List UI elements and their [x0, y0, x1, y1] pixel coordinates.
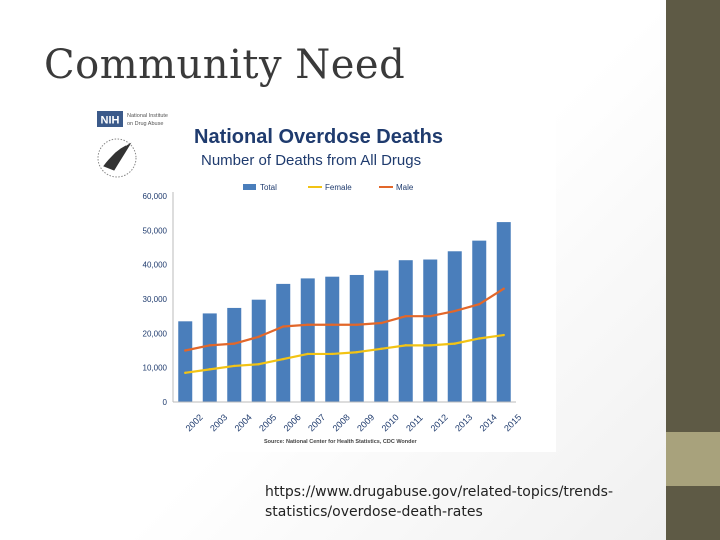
x-tick-label: 2009 [355, 412, 376, 433]
total-bar-2012 [423, 259, 438, 402]
legend-label-male: Male [396, 183, 414, 192]
total-bar-2006 [276, 283, 291, 402]
nih-badge-bg [97, 111, 123, 127]
overdose-chart-figure: NIH National Institute on Drug Abuse Nat… [90, 100, 556, 452]
male-point-2008 [331, 323, 334, 326]
x-tick-label: 2011 [404, 413, 425, 434]
x-axis: 2002 2003 2004 2005 2006 2007 2008 2009 2010 2011… [173, 401, 523, 434]
male-point-2007 [306, 323, 309, 326]
male-point-2005 [257, 335, 260, 338]
y-tick-label: 50,000 [143, 226, 168, 235]
side-bar-accent [666, 432, 720, 486]
y-axis: 0 10,000 20,000 30,000 40,000 50,000 60,000 [143, 192, 174, 407]
overdose-chart: NIH National Institute on Drug Abuse Nat… [97, 111, 523, 445]
y-tick-label: 30,000 [143, 295, 168, 304]
x-tick-label: 2014 [478, 412, 499, 433]
total-bar-2003 [202, 313, 217, 402]
legend-label-female: Female [325, 183, 352, 192]
chart-title: National Overdose Deaths [194, 126, 443, 148]
x-tick-label: 2006 [282, 412, 303, 433]
male-point-2010 [380, 321, 383, 325]
nih-logo: NIH National Institute on Drug Abuse [97, 111, 168, 127]
female-point-2015 [502, 333, 505, 337]
total-bar-2013 [447, 251, 462, 402]
y-tick-label: 10,000 [143, 364, 168, 373]
series-lines [184, 287, 505, 375]
female-point-2004 [233, 364, 236, 368]
female-point-2011 [404, 344, 407, 347]
female-point-2014 [478, 337, 481, 340]
male-point-2002 [184, 349, 187, 352]
source-url-line-2: statistics/overdose-death-rates [265, 504, 483, 520]
y-tick-label: 60,000 [143, 192, 168, 201]
x-tick-label: 2007 [306, 412, 327, 433]
y-tick-label: 40,000 [143, 261, 168, 270]
male-point-2014 [478, 302, 481, 306]
x-tick-label: 2012 [429, 412, 450, 433]
female-point-2003 [208, 368, 211, 371]
female-point-2005 [257, 363, 260, 366]
legend-label-total: Total [260, 183, 277, 192]
side-bar-bottom [666, 486, 720, 540]
male-series-line [185, 287, 505, 352]
male-point-2011 [404, 314, 407, 318]
total-bar-2005 [251, 299, 266, 402]
nih-logo-text-1: National Institute [127, 113, 168, 119]
y-tick-label: 0 [163, 398, 168, 407]
total-bar-2009 [349, 274, 364, 402]
slide-title: Community Need [44, 42, 406, 88]
female-point-2013 [453, 342, 456, 345]
female-point-2010 [380, 347, 383, 350]
female-point-2006 [282, 357, 285, 361]
x-tick-label: 2015 [502, 412, 523, 433]
female-point-2008 [331, 352, 334, 356]
x-tick-label: 2010 [380, 412, 401, 433]
y-tick-label: 20,000 [143, 329, 168, 338]
total-bar-2008 [325, 276, 340, 402]
chart-legend: Total Female Male [243, 183, 414, 192]
total-bar-2011 [398, 260, 413, 402]
source-url: https://www.drugabuse.gov/related-topics… [265, 482, 655, 522]
chart-subtitle: Number of Deaths from All Drugs [201, 152, 421, 169]
total-bar-2007 [300, 278, 315, 402]
female-point-2007 [306, 352, 309, 356]
x-tick-label: 2005 [257, 412, 278, 433]
male-point-2009 [355, 323, 358, 326]
legend-swatch-total [243, 184, 256, 190]
male-point-2013 [453, 309, 456, 313]
side-bar-top [666, 0, 720, 432]
female-series-line [185, 333, 504, 374]
total-bar-2015 [496, 222, 511, 402]
x-tick-label: 2008 [331, 412, 352, 433]
male-point-2004 [233, 342, 236, 345]
female-point-2009 [355, 351, 358, 354]
x-tick-label: 2013 [453, 412, 474, 433]
male-point-2006 [282, 325, 285, 328]
chart-source: Source: National Center for Health Stati… [264, 439, 418, 445]
side-decoration-bar [666, 0, 720, 540]
total-bar-2004 [227, 307, 242, 402]
hhs-eagle-seal-icon [97, 138, 137, 178]
x-tick-label: 2003 [208, 412, 229, 433]
nih-badge-text: NIH [101, 115, 120, 127]
female-point-2002 [184, 371, 187, 375]
nih-logo-text-2: on Drug Abuse [127, 121, 163, 127]
x-tick-label: 2004 [233, 412, 254, 433]
total-bars [178, 222, 511, 402]
total-bar-2014 [472, 240, 487, 402]
male-point-2003 [208, 344, 211, 347]
total-bar-2002 [178, 321, 193, 402]
total-bar-2010 [374, 270, 389, 402]
male-point-2012 [429, 314, 432, 318]
female-point-2012 [429, 344, 432, 347]
male-point-2015 [502, 287, 505, 290]
source-url-line-1: https://www.drugabuse.gov/related-topics… [265, 484, 614, 500]
x-tick-label: 2002 [184, 412, 205, 433]
